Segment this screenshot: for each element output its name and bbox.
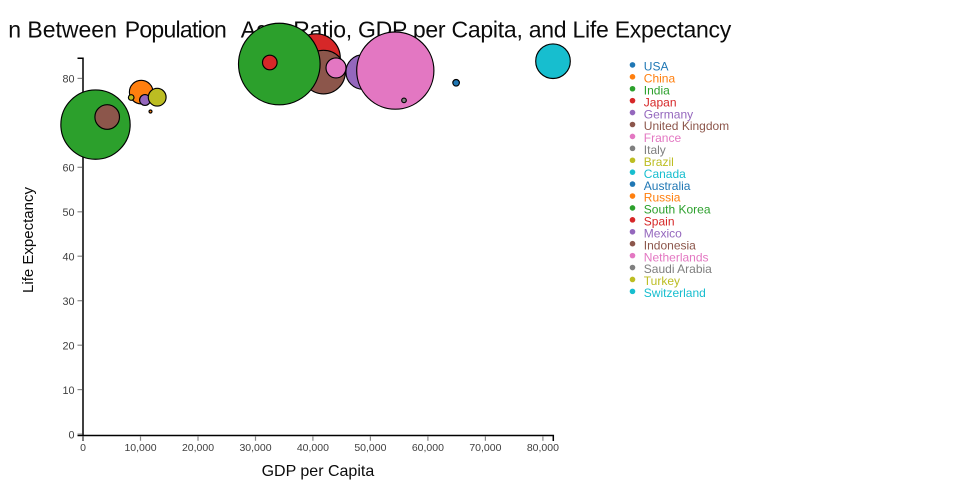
svg-text:Turkey: Turkey: [644, 274, 680, 288]
svg-text:30,000: 30,000: [239, 442, 271, 454]
svg-text:China: China: [644, 72, 676, 86]
svg-text:Brazil: Brazil: [644, 155, 674, 169]
svg-text:United Kingdom: United Kingdom: [644, 119, 729, 133]
svg-text:Japan: Japan: [644, 95, 677, 109]
svg-text:50: 50: [62, 207, 74, 219]
svg-text:Life Expectancy: Life Expectancy: [20, 187, 37, 293]
svg-text:20,000: 20,000: [182, 442, 214, 454]
svg-text:10,000: 10,000: [124, 442, 156, 454]
svg-text:0: 0: [68, 429, 74, 441]
svg-text:70,000: 70,000: [469, 442, 501, 454]
svg-text:80,000: 80,000: [527, 442, 559, 454]
svg-text:Australia: Australia: [644, 179, 691, 193]
svg-text:Italy: Italy: [644, 143, 666, 157]
svg-text:Germany: Germany: [644, 107, 693, 121]
svg-text:Saudi Arabia: Saudi Arabia: [644, 262, 712, 276]
svg-text:GDP per Capita: GDP per Capita: [262, 463, 375, 480]
svg-text:40,000: 40,000: [297, 442, 329, 454]
svg-text:30: 30: [62, 296, 74, 308]
svg-text:Population: Population: [125, 17, 227, 43]
svg-text:0: 0: [80, 442, 86, 454]
svg-text:60: 60: [62, 162, 74, 174]
svg-text:Spain: Spain: [644, 215, 675, 229]
svg-text:Switzerland: Switzerland: [644, 286, 706, 300]
svg-text:Russia: Russia: [644, 191, 681, 205]
svg-text:50,000: 50,000: [354, 442, 386, 454]
svg-text:60,000: 60,000: [412, 442, 444, 454]
svg-text:Netherlands: Netherlands: [644, 250, 709, 264]
svg-text:India: India: [644, 83, 670, 97]
svg-text:France: France: [644, 131, 682, 145]
svg-text:10: 10: [62, 385, 74, 397]
svg-text:Mexico: Mexico: [644, 226, 682, 240]
svg-text:Canada: Canada: [644, 167, 686, 181]
svg-text:20: 20: [62, 340, 74, 352]
svg-text:n Between: n Between: [8, 17, 117, 43]
svg-text:USA: USA: [644, 60, 669, 74]
svg-text:Ratio, GDP per Capita, and Lif: Ratio, GDP per Capita, and Life Expectan…: [293, 17, 732, 43]
svg-text:South Korea: South Korea: [644, 203, 711, 217]
svg-text:Indonesia: Indonesia: [644, 238, 696, 252]
svg-text:80: 80: [62, 73, 74, 85]
svg-text:40: 40: [62, 251, 74, 263]
